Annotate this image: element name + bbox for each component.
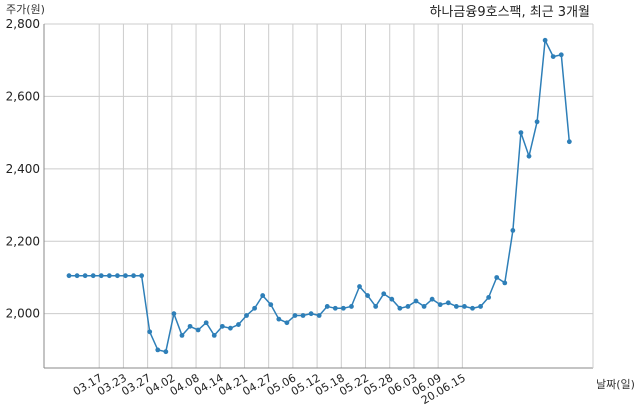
data-point	[106, 273, 112, 279]
data-point	[131, 273, 136, 279]
data-point	[510, 228, 516, 233]
chart-title: 하나금융9호스팩, 최근 3개월	[430, 5, 591, 20]
data-point	[397, 305, 403, 311]
data-point	[542, 37, 548, 43]
y-tick-label: 2,000	[6, 307, 40, 321]
data-point	[74, 273, 80, 279]
data-point	[494, 275, 500, 280]
data-point	[260, 293, 266, 298]
data-point	[478, 304, 483, 309]
data-point	[139, 273, 145, 279]
data-point	[90, 273, 96, 279]
y-tick-label: 2,800	[6, 17, 40, 31]
data-point	[534, 119, 540, 125]
series-line	[69, 37, 571, 353]
data-point	[389, 296, 395, 302]
data-point	[163, 349, 169, 355]
y-tick-label: 2,400	[6, 162, 40, 176]
data-point	[187, 323, 193, 329]
data-point	[550, 54, 556, 59]
data-point	[470, 305, 475, 311]
data-point	[365, 293, 370, 298]
data-point	[284, 320, 290, 326]
data-point	[300, 313, 306, 318]
data-point	[203, 320, 209, 326]
data-point	[276, 316, 282, 322]
data-point	[357, 284, 362, 289]
data-point	[66, 273, 72, 279]
data-point	[453, 304, 459, 309]
data-point	[373, 304, 379, 309]
data-point	[171, 311, 177, 317]
data-point	[244, 313, 249, 318]
data-point	[316, 313, 322, 318]
data-point	[123, 273, 128, 279]
data-point	[462, 304, 467, 309]
data-point	[502, 280, 508, 286]
data-point	[518, 130, 524, 136]
data-point	[147, 329, 153, 335]
data-point	[155, 347, 161, 353]
y-axis-ticks: 2,000 2,200 2,400 2,600 2,800	[6, 17, 40, 321]
y-tick-label: 2,200	[6, 234, 40, 248]
data-point	[228, 325, 233, 331]
data-point	[98, 273, 104, 279]
grid	[44, 23, 593, 368]
data-point	[324, 304, 330, 309]
data-point	[405, 304, 411, 309]
data-point	[340, 305, 346, 311]
data-point	[558, 52, 564, 58]
data-point	[526, 153, 532, 159]
y-tick-label: 2,600	[6, 89, 40, 103]
data-points	[66, 37, 572, 355]
data-point	[349, 304, 354, 309]
data-point	[445, 300, 451, 306]
data-point	[486, 294, 492, 300]
data-point	[236, 322, 241, 327]
data-point	[437, 302, 443, 308]
data-point	[429, 296, 435, 302]
axes	[43, 24, 594, 369]
data-point	[413, 298, 419, 304]
data-point	[219, 323, 225, 329]
data-point	[381, 291, 387, 297]
data-point	[268, 302, 274, 308]
x-axis-label: 날짜(일)	[596, 377, 635, 391]
y-axis-label: 주가(원)	[6, 3, 45, 16]
data-point	[566, 139, 572, 145]
x-axis-ticks: 03.1703.2303.2704.0204.0804.1404.2104.27…	[71, 371, 468, 407]
data-point	[82, 273, 88, 279]
data-point	[308, 311, 314, 317]
data-point	[211, 333, 217, 338]
data-point	[332, 305, 338, 311]
data-point	[252, 305, 258, 311]
data-point	[115, 273, 120, 279]
data-point	[421, 304, 427, 309]
data-point	[179, 333, 185, 338]
data-point	[195, 327, 201, 333]
data-point	[292, 313, 298, 318]
